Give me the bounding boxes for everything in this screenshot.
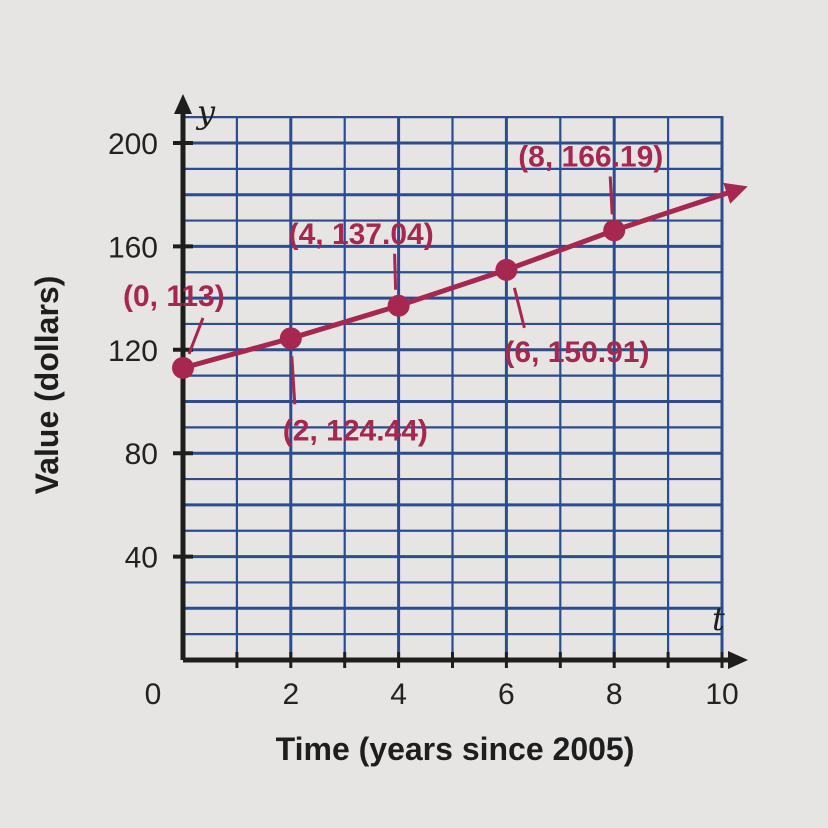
x-tick-label: 4 xyxy=(390,678,407,711)
grid xyxy=(183,116,724,660)
y-axis-title: Value (dollars) xyxy=(29,276,65,495)
data-point xyxy=(603,219,626,242)
point-label: (0, 113) xyxy=(123,280,225,313)
x-tick-label: 2 xyxy=(282,678,299,711)
data-point xyxy=(495,258,518,281)
y-tick-label: 80 xyxy=(125,438,158,471)
point-label: (4, 137.04) xyxy=(289,218,434,251)
y-tick-label: 160 xyxy=(108,231,158,264)
label-leader xyxy=(393,253,398,290)
series-line-arrow xyxy=(723,182,748,204)
x-tick-label: 8 xyxy=(606,678,623,711)
x-tick-label: 6 xyxy=(498,678,515,711)
tick-labels: 40 80 120 160 200 0 2 4 6 8 10 xyxy=(108,128,739,711)
x-tick-label: 0 xyxy=(145,678,162,711)
y-axis-variable: y xyxy=(195,93,216,131)
x-tick-label: 10 xyxy=(705,678,738,711)
point-label: (6, 150.91) xyxy=(504,336,649,369)
y-tick-label: 40 xyxy=(125,542,158,575)
data-point xyxy=(172,356,194,379)
label-leader xyxy=(512,287,526,329)
data-point xyxy=(387,294,410,317)
x-axis-title: Time (years since 2005) xyxy=(276,731,635,767)
label-leader xyxy=(290,356,297,405)
point-label: (8, 166.19) xyxy=(518,140,663,173)
data-series xyxy=(172,182,748,379)
x-axis-arrow xyxy=(728,651,748,669)
data-point xyxy=(279,327,302,350)
y-tick-label: 120 xyxy=(108,335,158,368)
y-tick-label: 200 xyxy=(108,128,158,161)
label-leader xyxy=(187,317,205,355)
series-line xyxy=(182,187,739,371)
point-labels: (0, 113) (2, 124.44) (4, 137.04) (6, 150.91… xyxy=(123,140,663,447)
label-leader xyxy=(608,176,614,215)
x-axis-variable: t xyxy=(712,600,725,638)
point-label: (2, 124.44) xyxy=(283,414,428,447)
y-axis-arrow xyxy=(174,94,192,114)
